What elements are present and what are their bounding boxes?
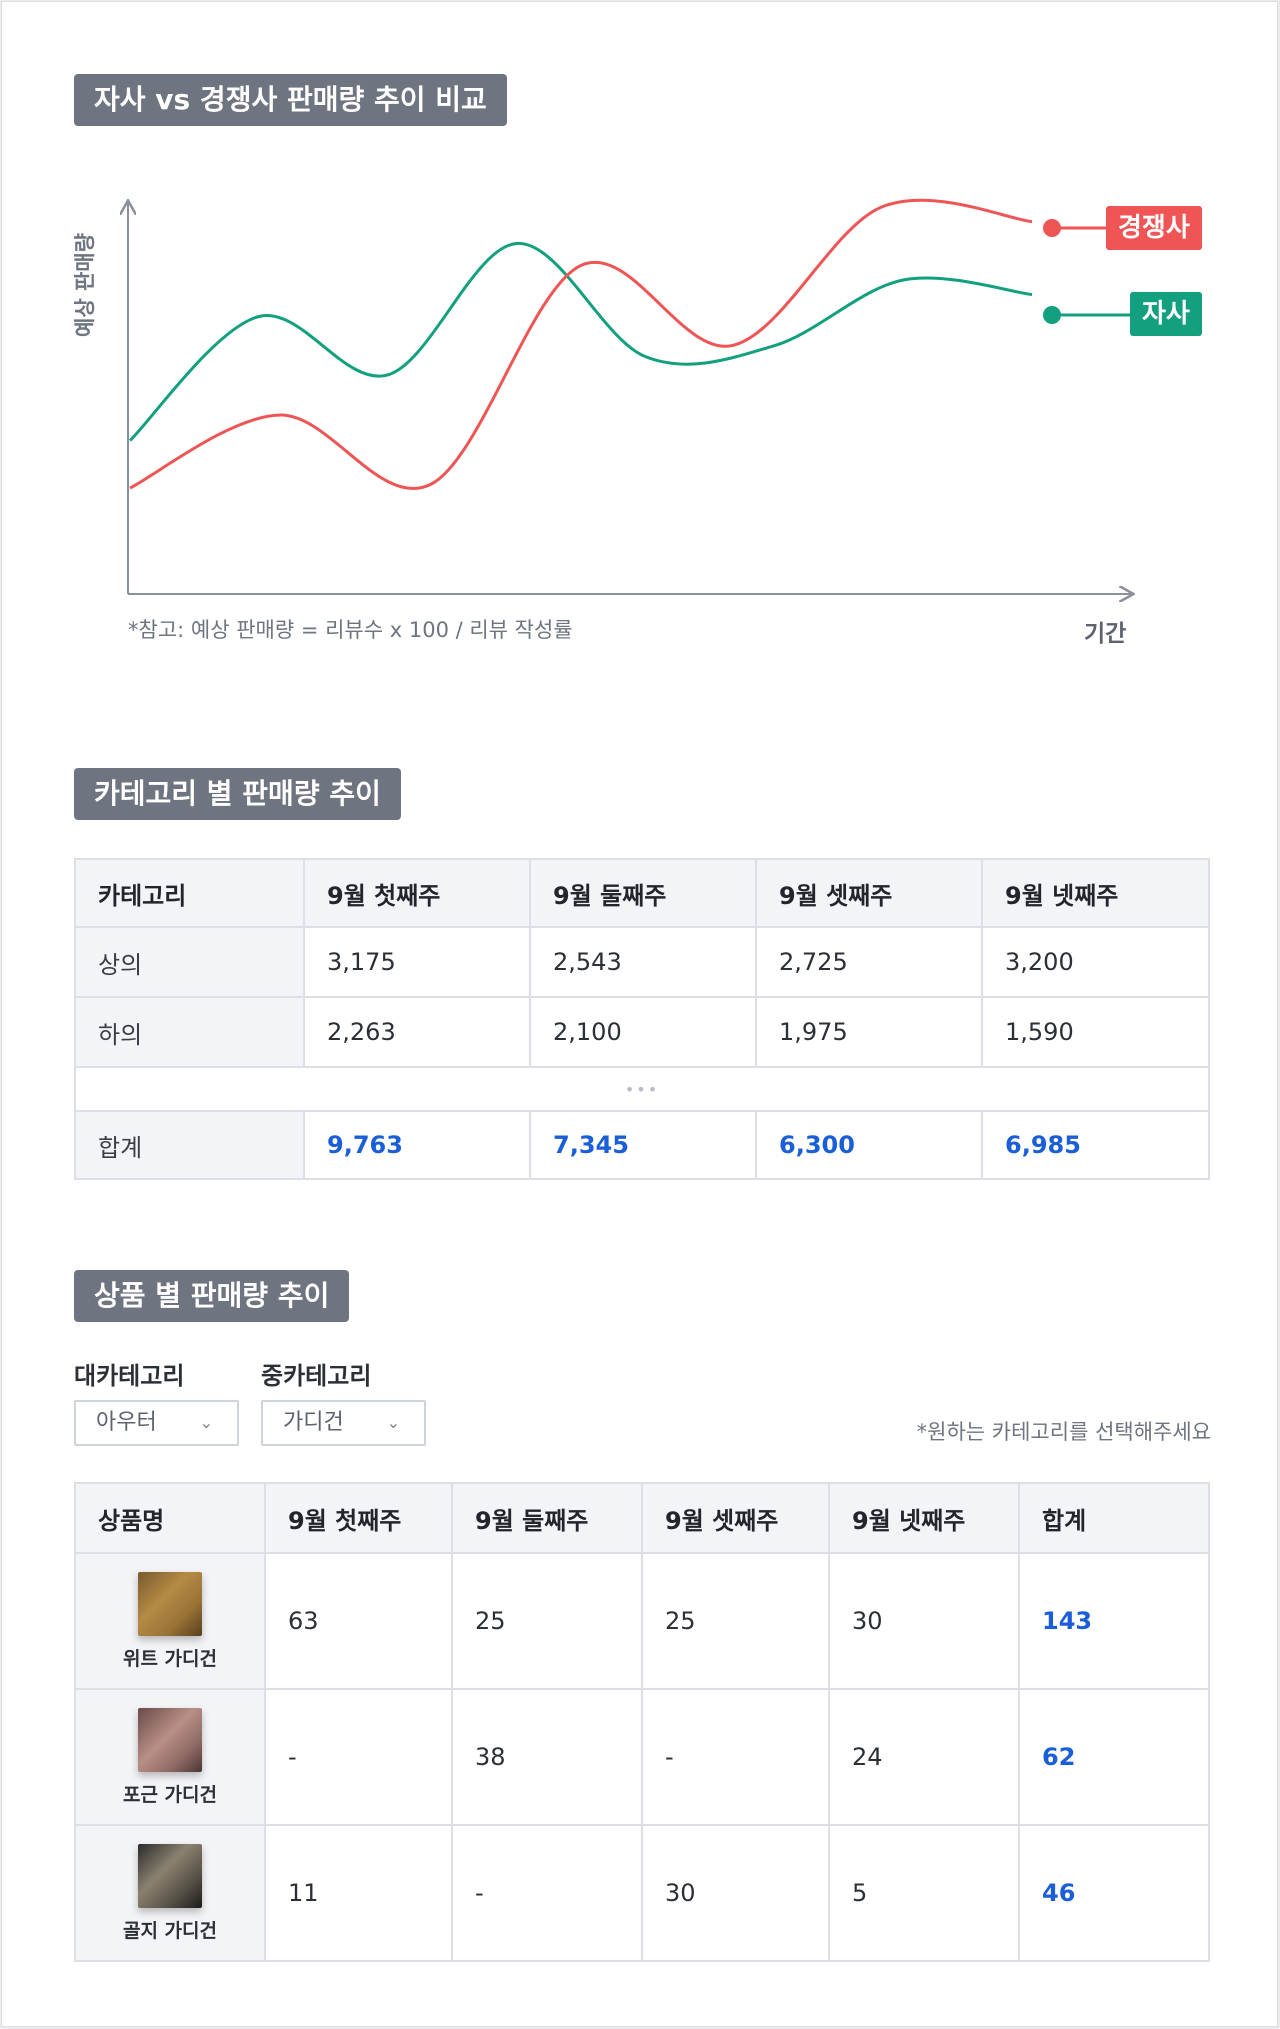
product-thumbnail [138,1707,202,1772]
total-cell: 9,763 [303,1110,531,1180]
column-header: 합계 [1018,1482,1210,1554]
major-category-select[interactable]: 아우터 ⌄ [74,1400,239,1446]
total-cell: 6,985 [981,1110,1210,1180]
total-cell: 6,300 [755,1110,983,1180]
total-cell: 62 [1018,1688,1210,1826]
chart-note: *참고: 예상 판매량 = 리뷰수 x 100 / 리뷰 작성률 [128,618,573,642]
table-cell: 5 [828,1824,1020,1962]
category-section-title: 카테고리 별 판매량 추이 [74,768,401,820]
chart-x-axis-label: 기간 [1084,621,1127,647]
column-header: 9월 둘째주 [529,858,757,928]
minor-category-label: 중카테고리 [261,1362,372,1390]
product-name: 포근 가디건 [122,1783,217,1806]
table-cell: 2,543 [529,926,757,998]
table-cell: - [264,1688,453,1826]
ellipsis-row: ••• [74,1066,1210,1112]
trend-section-title: 자사 vs 경쟁사 판매량 추이 비교 [74,74,507,126]
table-cell: 1,975 [755,996,983,1068]
table-cell: 25 [451,1552,643,1690]
table-cell: 30 [828,1552,1020,1690]
table-cell: - [451,1824,643,1962]
category-name: 하의 [74,996,305,1068]
ellipsis-icon: ••• [74,1066,1210,1112]
total-label: 합계 [74,1110,305,1180]
table-row: 위트 가디건 63 25 25 30 143 [74,1552,1210,1690]
product-section-title: 상품 별 판매량 추이 [74,1270,350,1322]
column-header: 9월 둘째주 [451,1482,643,1554]
table-row: 골지 가디건 11 - 30 5 46 [74,1824,1210,1962]
column-header: 9월 넷째주 [828,1482,1020,1554]
minor-category-value: 가디건 [283,1410,344,1435]
category-hint: *원하는 카테고리를 선택해주세요 [916,1420,1211,1444]
legend-own: 자사 [1130,292,1202,336]
product-table: 상품명 9월 첫째주 9월 둘째주 9월 셋째주 9월 넷째주 합계 위트 가디… [74,1482,1210,1962]
column-header: 9월 셋째주 [641,1482,830,1554]
table-cell: 24 [828,1688,1020,1826]
total-cell: 7,345 [529,1110,757,1180]
minor-category-select[interactable]: 가디건 ⌄ [261,1400,426,1446]
table-row: 하의 2,263 2,100 1,975 1,590 [74,996,1210,1068]
legend-dot [1043,306,1061,324]
product-table-header: 상품명 9월 첫째주 9월 둘째주 9월 셋째주 9월 넷째주 합계 [74,1482,1210,1554]
product-cell[interactable]: 위트 가디건 [74,1552,266,1690]
total-cell: 46 [1018,1824,1210,1962]
product-thumbnail [138,1843,202,1908]
category-name: 상의 [74,926,305,998]
major-category-value: 아우터 [96,1410,157,1435]
table-cell: 30 [641,1824,830,1962]
major-category-label: 대카테고리 [74,1362,185,1390]
column-header: 상품명 [74,1482,266,1554]
total-cell: 143 [1018,1552,1210,1690]
column-header: 카테고리 [74,858,305,928]
product-name: 골지 가디건 [122,1919,217,1942]
column-header: 9월 첫째주 [303,858,531,928]
table-cell: 2,725 [755,926,983,998]
table-cell: - [641,1688,830,1826]
table-cell: 2,263 [303,996,531,1068]
table-cell: 2,100 [529,996,757,1068]
product-name: 위트 가디건 [122,1647,217,1670]
table-row: 상의 3,175 2,543 2,725 3,200 [74,926,1210,998]
table-cell: 63 [264,1552,453,1690]
series-line-own [128,241,1033,442]
chart-y-axis-label: 예상 판매량 [73,233,97,337]
table-cell: 11 [264,1824,453,1962]
category-table: 카테고리 9월 첫째주 9월 둘째주 9월 셋째주 9월 넷째주 상의 3,17… [74,858,1210,1180]
column-header: 9월 첫째주 [264,1482,453,1554]
legend-dot [1043,219,1061,237]
legend-competitor: 경쟁사 [1106,206,1202,250]
total-row: 합계 9,763 7,345 6,300 6,985 [74,1110,1210,1180]
product-thumbnail [138,1571,202,1636]
table-cell: 25 [641,1552,830,1690]
chevron-down-icon: ⌄ [199,1413,213,1432]
column-header: 9월 넷째주 [981,858,1210,928]
table-row: 포근 가디건 - 38 - 24 62 [74,1688,1210,1826]
product-cell[interactable]: 골지 가디건 [74,1824,266,1962]
chevron-down-icon: ⌄ [386,1413,400,1432]
category-table-header: 카테고리 9월 첫째주 9월 둘째주 9월 셋째주 9월 넷째주 [74,858,1210,928]
trend-chart [2,198,1279,682]
table-cell: 3,200 [981,926,1210,998]
series-line-competitor [129,198,1033,490]
table-cell: 38 [451,1688,643,1826]
column-header: 9월 셋째주 [755,858,983,928]
table-cell: 3,175 [303,926,531,998]
table-cell: 1,590 [981,996,1210,1068]
product-cell[interactable]: 포근 가디건 [74,1688,266,1826]
